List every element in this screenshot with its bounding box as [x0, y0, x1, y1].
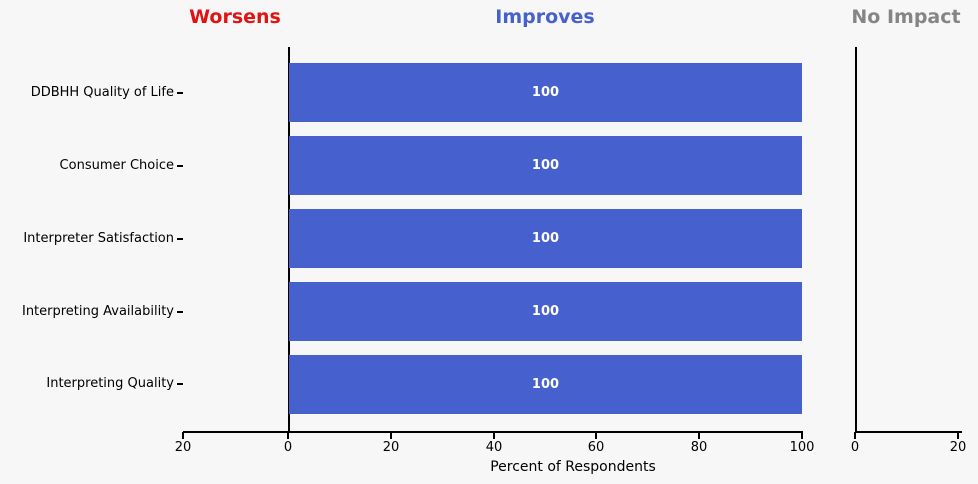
x-tick-mark [595, 432, 597, 439]
x-tick-label: 0 [850, 440, 860, 455]
category-label: Interpreter Satisfaction [23, 231, 174, 246]
x-tick-mark [698, 432, 700, 439]
y-tick-mark [177, 311, 183, 313]
x-tick-label: 20 [174, 440, 192, 455]
x-tick-label: 20 [382, 440, 400, 455]
y-tick-mark [177, 383, 183, 385]
x-tick-label: 100 [789, 440, 815, 455]
bar-value-label: 100 [531, 158, 560, 173]
bars-layer: 100 100 100 100 100 [289, 47, 802, 433]
improves-title: Improves [495, 6, 595, 28]
worsens-title: Worsens [189, 6, 281, 28]
x-tick-label: 20 [949, 440, 967, 455]
category-label: Consumer Choice [59, 158, 174, 173]
bar-improves: 100 [289, 63, 802, 122]
x-tick-label: 0 [283, 440, 293, 455]
bar-improves: 100 [289, 282, 802, 341]
bar-value-label: 100 [531, 304, 560, 319]
category-label: Interpreting Quality [46, 376, 174, 391]
category-label: DDBHH Quality of Life [30, 85, 174, 100]
x-tick-mark [854, 432, 856, 439]
y-tick-mark [177, 92, 183, 94]
x-tick-mark [801, 432, 803, 439]
x-tick-label: 40 [485, 440, 503, 455]
bar-value-label: 100 [531, 231, 560, 246]
bar-improves: 100 [289, 209, 802, 268]
x-tick-mark [493, 432, 495, 439]
bar-value-label: 100 [531, 377, 560, 392]
x-tick-label: 60 [587, 440, 605, 455]
y-tick-mark [177, 165, 183, 167]
x-tick-mark [287, 432, 289, 439]
y-tick-mark [177, 238, 183, 240]
bar-improves: 100 [289, 136, 802, 195]
x-tick-mark [182, 432, 184, 439]
no-impact-title: No Impact [851, 6, 961, 28]
bar-value-label: 100 [531, 85, 560, 100]
category-label: Interpreting Availability [21, 304, 174, 319]
x-tick-mark [957, 432, 959, 439]
bar-improves: 100 [289, 355, 802, 414]
no-impact-axes [855, 47, 962, 433]
x-tick-label: 80 [690, 440, 708, 455]
x-tick-mark [390, 432, 392, 439]
x-axis-label: Percent of Respondents [490, 459, 656, 475]
